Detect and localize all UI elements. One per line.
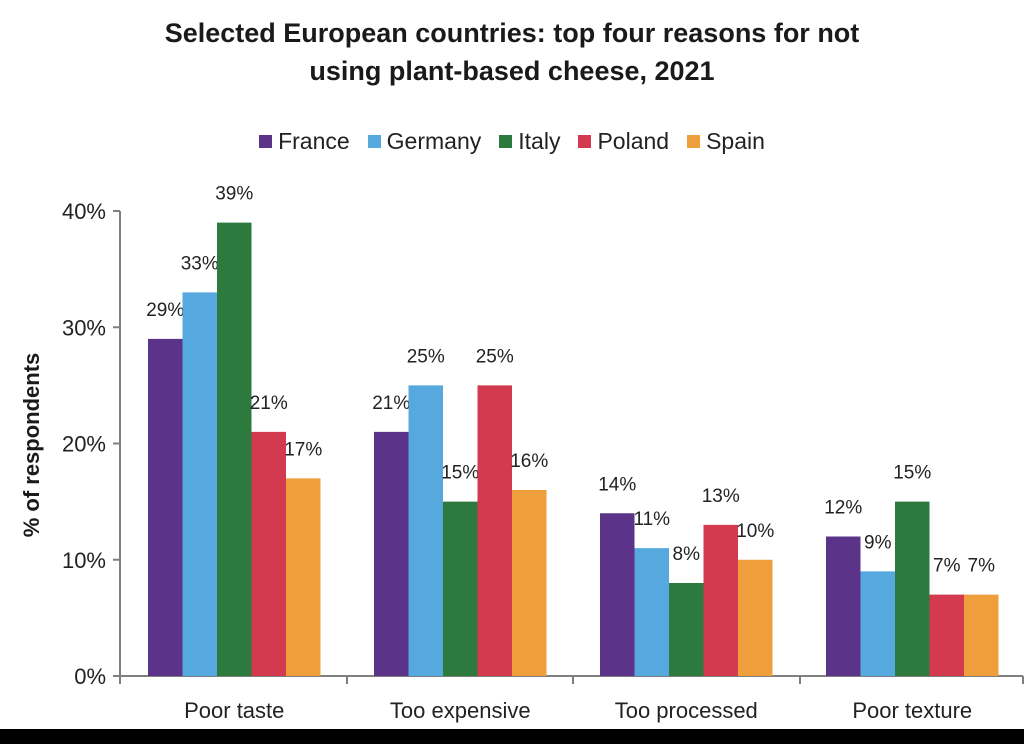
bar: [217, 222, 252, 676]
bar: [286, 478, 321, 676]
legend-swatch-italy: [499, 135, 513, 148]
bar: [895, 501, 930, 676]
y-tick-label: 40%: [62, 199, 106, 224]
legend-item-germany: Germany: [367, 128, 482, 155]
bar: [964, 594, 999, 676]
legend-swatch-spain: [687, 135, 701, 148]
legend-swatch-germany: [367, 135, 381, 148]
legend-item-spain: Spain: [687, 128, 765, 155]
bar: [669, 583, 704, 676]
bar-value-label: 10%: [736, 521, 774, 542]
bar: [148, 338, 183, 676]
bar-value-label: 17%: [284, 439, 322, 460]
legend-label-germany: Germany: [386, 128, 482, 154]
bar-value-label: 11%: [633, 509, 670, 530]
bar-value-label: 8%: [673, 544, 701, 565]
bar-value-label: 15%: [893, 463, 931, 484]
chart-title-line-2: using plant-based cheese, 2021: [309, 56, 715, 86]
legend-label-poland: Poland: [597, 128, 670, 154]
bar: [826, 536, 861, 676]
legend-label-spain: Spain: [706, 128, 765, 154]
bar: [703, 524, 738, 676]
bar-value-label: 29%: [146, 300, 184, 321]
bar-value-label: 33%: [181, 253, 219, 274]
bar-value-label: 15%: [441, 463, 479, 484]
y-tick-label: 20%: [62, 432, 106, 457]
bar: [600, 513, 635, 676]
x-tick-label: Too processed: [615, 698, 758, 723]
bar-value-label: 7%: [933, 556, 961, 577]
bar: [634, 548, 669, 676]
legend-item-italy: Italy: [499, 128, 560, 155]
bar: [860, 571, 895, 676]
chart-title-line-1: Selected European countries: top four re…: [164, 18, 860, 48]
y-tick-label: 0%: [74, 664, 106, 689]
bar: [477, 385, 512, 676]
bar-value-label: 14%: [598, 474, 636, 495]
legend-label-france: France: [278, 128, 350, 154]
y-tick-label: 30%: [62, 315, 106, 340]
bar-value-label: 21%: [372, 393, 410, 414]
legend-swatch-france: [259, 135, 273, 148]
bar-value-label: 16%: [510, 451, 548, 472]
bar-value-label: 7%: [968, 556, 996, 577]
bottom-bar: [0, 729, 1024, 744]
bar: [408, 385, 443, 676]
bar-value-label: 21%: [250, 393, 288, 414]
legend-swatch-poland: [578, 135, 592, 148]
legend-label-italy: Italy: [518, 128, 561, 154]
legend: France Germany Italy Poland Spain: [0, 128, 1024, 155]
x-tick-label: Too expensive: [390, 698, 531, 723]
bar-value-label: 12%: [824, 498, 862, 519]
chart-title: Selected European countries: top four re…: [0, 14, 1024, 90]
legend-item-france: France: [259, 128, 350, 155]
bar: [929, 594, 964, 676]
x-tick-label: Poor taste: [184, 698, 284, 723]
bar: [512, 490, 547, 676]
bar: [182, 292, 217, 676]
bar: [251, 431, 286, 676]
y-tick-label: 10%: [62, 548, 106, 573]
x-tick-label: Poor texture: [852, 698, 972, 723]
bar-value-label: 25%: [407, 346, 445, 367]
bar-value-label: 9%: [864, 532, 892, 553]
bar: [374, 431, 409, 676]
bar-value-label: 39%: [215, 184, 253, 205]
bar-value-label: 13%: [702, 486, 740, 507]
bar-value-label: 25%: [476, 346, 514, 367]
legend-item-poland: Poland: [578, 128, 669, 155]
bar: [738, 559, 773, 676]
bar: [443, 501, 478, 676]
